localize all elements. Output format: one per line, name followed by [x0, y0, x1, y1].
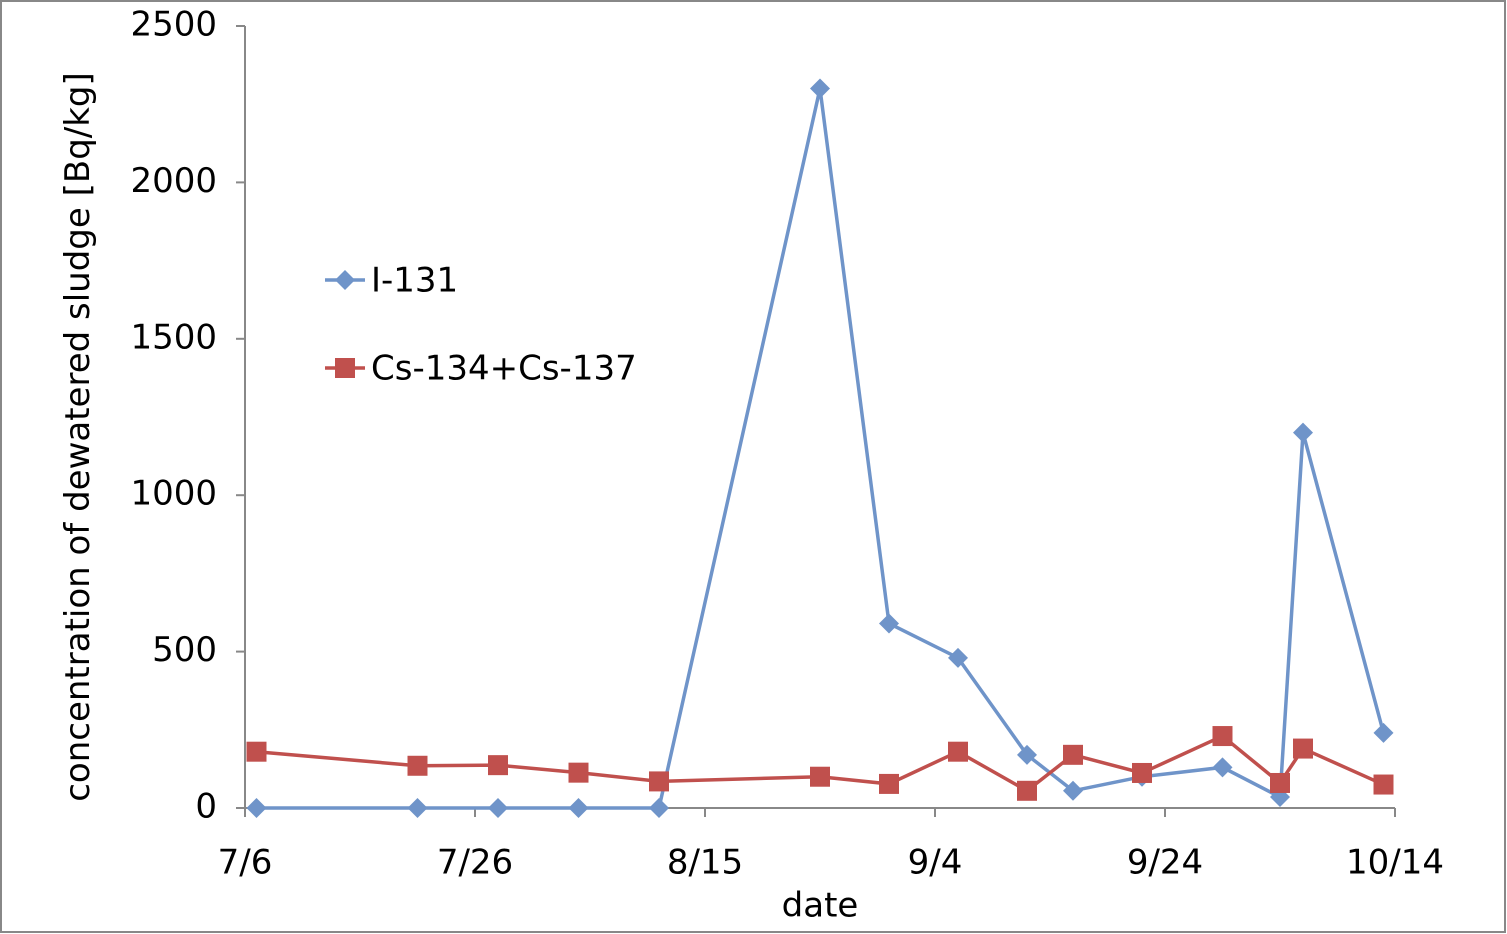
x-tick-label: 10/14 [1346, 843, 1444, 883]
data-point [1063, 744, 1083, 765]
data-point [1212, 726, 1233, 747]
data-point [948, 741, 968, 762]
data-point [1373, 774, 1394, 795]
data-point [649, 771, 669, 792]
legend-marker [335, 358, 355, 378]
data-point [568, 762, 589, 783]
x-tick-label: 7/26 [437, 843, 513, 883]
series-line [256, 88, 1386, 810]
y-tick-label: 1000 [130, 474, 217, 514]
data-point [1132, 762, 1152, 783]
data-point [879, 613, 899, 634]
legend-label: I-131 [371, 261, 458, 301]
data-point [568, 798, 589, 818]
data-point [1293, 738, 1313, 759]
data-point [246, 741, 267, 762]
legend-marker [335, 270, 355, 290]
data-point [948, 647, 968, 668]
data-point [1212, 757, 1233, 778]
x-tick-label: 9/4 [908, 843, 963, 883]
x-tick-label: 9/24 [1127, 843, 1203, 883]
x-tick-label: 8/15 [667, 843, 743, 883]
data-point [407, 798, 428, 818]
data-point [1373, 722, 1394, 743]
data-point [1017, 780, 1037, 801]
y-tick-label: 500 [152, 630, 217, 670]
y-tick-label: 2000 [130, 161, 217, 201]
x-axis-label: date [782, 886, 859, 926]
data-point [407, 755, 428, 776]
data-point [246, 798, 267, 818]
data-point [879, 773, 899, 794]
data-point [1270, 772, 1290, 793]
data-point [810, 78, 830, 99]
data-point [488, 798, 508, 818]
y-tick-label: 2500 [130, 5, 217, 45]
data-point [1017, 744, 1037, 765]
y-tick-label: 1500 [130, 317, 217, 357]
data-point [1063, 780, 1083, 801]
data-point [1293, 422, 1313, 443]
y-axis-label: concentration of dewatered sludge [Bq/kg… [58, 72, 98, 802]
data-point [488, 755, 508, 776]
legend-label: Cs-134+Cs-137 [371, 349, 637, 389]
x-tick-label: 7/6 [218, 843, 273, 883]
data-point [649, 798, 669, 818]
y-tick-label: 0 [195, 787, 217, 827]
data-point [810, 766, 830, 787]
